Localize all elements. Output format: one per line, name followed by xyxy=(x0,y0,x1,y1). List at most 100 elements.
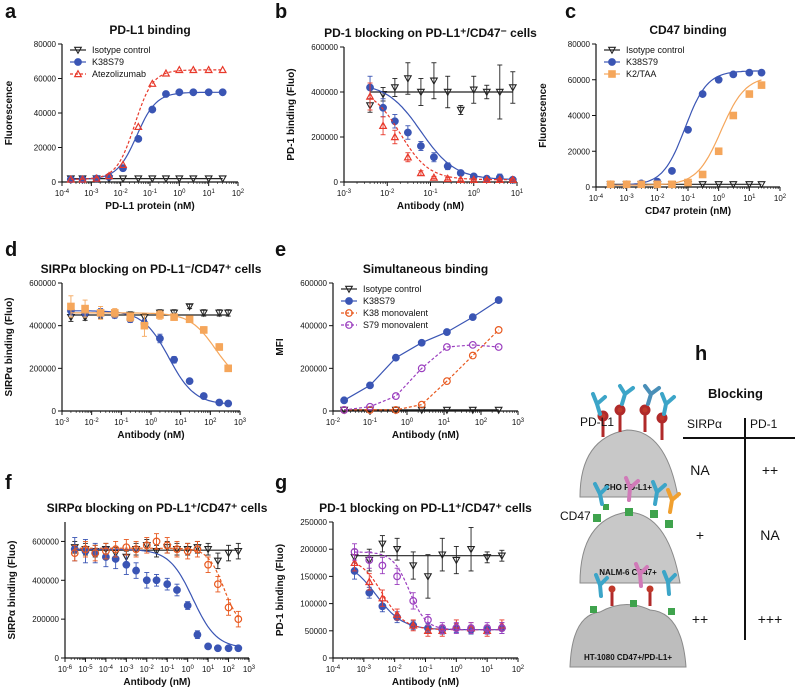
fit-curve xyxy=(369,97,513,181)
x-tick-label: 10-4 xyxy=(55,189,70,198)
data-point xyxy=(119,164,127,173)
x-tick-label: 10-4 xyxy=(589,194,604,203)
data-point xyxy=(452,624,461,632)
x-tick-label: 10-2 xyxy=(326,418,341,427)
data-point xyxy=(714,147,723,156)
data-point xyxy=(218,88,227,97)
x-axis-label: Antibody (nM) xyxy=(123,677,190,688)
data-point xyxy=(340,406,349,414)
data-point xyxy=(156,311,164,319)
data-point xyxy=(134,122,143,131)
data-point xyxy=(378,561,387,570)
col-sirpa: SIRPα xyxy=(687,417,722,431)
data-point xyxy=(122,560,131,569)
data-point xyxy=(443,343,451,351)
data-point xyxy=(698,181,707,189)
y-tick-label: 200000 xyxy=(29,364,56,373)
data-point xyxy=(185,315,194,324)
x-tick-label: 100 xyxy=(401,418,414,427)
data-point xyxy=(757,68,766,77)
y-tick-label: 200000 xyxy=(311,133,338,142)
data-point xyxy=(175,175,184,183)
data-point xyxy=(224,644,233,653)
charts-layer: a PD-L1 binding 10-4 10-3 10-2 10-1 100 101 102 0… xyxy=(4,1,787,688)
y-tick-label: 20000 xyxy=(34,144,57,153)
y-tick-label: 200000 xyxy=(300,545,327,554)
data-point xyxy=(122,543,131,552)
data-point xyxy=(390,132,400,141)
legend-marker xyxy=(608,70,616,78)
data-point xyxy=(234,547,243,556)
data-point xyxy=(126,313,135,321)
y-tick-label: 200000 xyxy=(300,364,327,373)
data-point xyxy=(378,91,388,99)
data-point xyxy=(408,562,418,570)
x-tick-label: 100 xyxy=(713,194,726,203)
y-tick-label: 200000 xyxy=(32,615,59,624)
data-point xyxy=(101,547,110,556)
y-tick-label: 0 xyxy=(323,654,328,663)
data-point xyxy=(142,541,151,550)
legend-label: Isotype control xyxy=(626,45,685,55)
y-tick-label: 600000 xyxy=(300,279,327,288)
x-tick-label: 10-2 xyxy=(650,194,665,203)
data-point xyxy=(365,91,375,100)
data-point xyxy=(366,381,374,390)
antibody-icon xyxy=(593,476,681,514)
y-tick-label: 400000 xyxy=(32,576,59,585)
x-tick-label: 10-3 xyxy=(84,189,99,198)
data-point xyxy=(91,549,100,557)
data-point xyxy=(729,70,738,79)
data-point xyxy=(443,88,452,97)
panel-label-g: g xyxy=(275,472,287,494)
x-tick-label: 10-2 xyxy=(114,189,129,198)
x-axis-label: Antibody (nM) xyxy=(117,430,184,441)
legend-marker xyxy=(345,321,353,329)
legend-marker xyxy=(345,297,353,305)
data-point xyxy=(163,580,172,589)
data-point xyxy=(218,175,227,183)
data-point xyxy=(403,75,413,83)
data-point xyxy=(497,624,506,632)
data-point xyxy=(213,644,222,653)
nalm6-cell-label: NALM-6 CD47+ xyxy=(599,568,657,577)
panel-label-a: a xyxy=(5,1,17,23)
y-tick-label: 50000 xyxy=(305,627,328,636)
row3-sirpa: ++ xyxy=(692,611,708,627)
data-point xyxy=(417,400,426,409)
series-atezolizumab xyxy=(365,82,518,183)
y-tick-label: 0 xyxy=(334,178,339,187)
data-point xyxy=(745,90,754,98)
data-point xyxy=(443,162,452,171)
data-point xyxy=(417,406,426,415)
data-point xyxy=(142,576,151,585)
data-point xyxy=(468,351,477,360)
x-tick-label: 100 xyxy=(173,189,186,198)
antibody-icon xyxy=(591,384,676,416)
x-tick-label: 100 xyxy=(182,665,195,674)
data-point xyxy=(494,326,503,334)
x-tick-label: 102 xyxy=(774,194,787,203)
data-point xyxy=(224,549,233,558)
data-point xyxy=(508,84,518,92)
legend-label: Isotype control xyxy=(363,284,422,294)
data-point xyxy=(350,558,359,567)
x-tick-label: 102 xyxy=(475,418,488,427)
y-axis-label: PD-1 binding (Fluo) xyxy=(275,544,286,636)
data-point xyxy=(745,181,754,189)
row2-sirpa: + xyxy=(696,527,704,543)
panel-label-e: e xyxy=(275,239,286,261)
data-point xyxy=(175,65,184,74)
x-tick-label: 101 xyxy=(438,418,451,427)
x-tick-label: 10-1 xyxy=(160,665,175,674)
data-point xyxy=(213,557,223,566)
data-point xyxy=(684,178,692,187)
data-point xyxy=(456,106,465,115)
data-point xyxy=(234,615,243,624)
data-point xyxy=(416,168,426,177)
y-tick-label: 0 xyxy=(55,654,60,663)
data-point xyxy=(132,545,140,554)
legend-label: S79 monovalent xyxy=(363,320,429,330)
data-point xyxy=(443,328,451,336)
pd-l1-annotation: PD-L1 xyxy=(580,415,614,429)
